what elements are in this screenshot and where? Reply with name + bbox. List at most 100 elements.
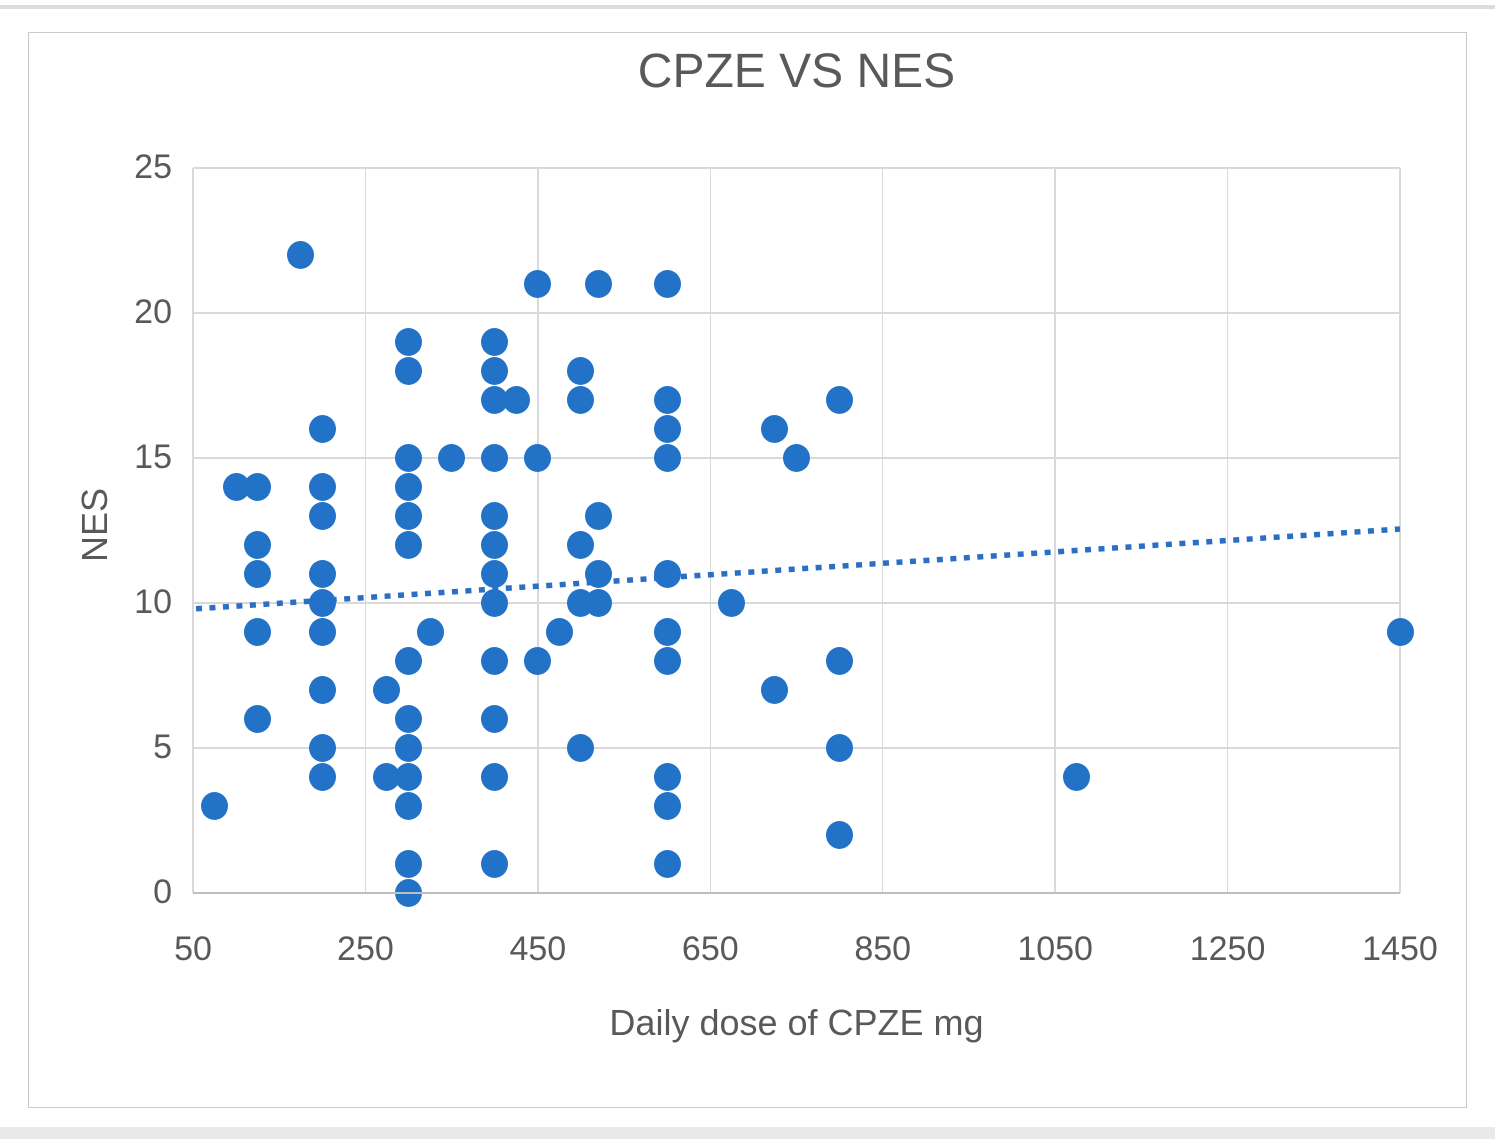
data-point xyxy=(545,618,573,646)
y-tick-label-15: 15 xyxy=(134,438,172,476)
data-point xyxy=(567,531,595,559)
data-point xyxy=(395,473,423,501)
data-point xyxy=(826,386,854,414)
data-point xyxy=(308,560,336,588)
data-point xyxy=(395,734,423,762)
data-point xyxy=(308,415,336,443)
data-point xyxy=(308,502,336,530)
data-point xyxy=(308,676,336,704)
data-point xyxy=(1386,618,1414,646)
x-tick-label-1450: 1450 xyxy=(1362,930,1438,968)
data-point xyxy=(416,618,444,646)
data-point xyxy=(653,618,681,646)
y-tick-label-20: 20 xyxy=(134,293,172,331)
y-tick-label-25: 25 xyxy=(134,148,172,186)
data-point xyxy=(244,531,272,559)
data-point xyxy=(653,386,681,414)
chart-title: CPZE VS NES xyxy=(637,45,956,98)
data-point xyxy=(395,502,423,530)
y-tick-label-10: 10 xyxy=(134,583,172,621)
x-tick-label-1250: 1250 xyxy=(1189,930,1266,968)
data-point xyxy=(481,705,509,733)
data-point xyxy=(481,444,509,472)
data-point xyxy=(653,270,681,298)
x-tick-label-1050: 1050 xyxy=(1017,930,1093,968)
data-point xyxy=(783,444,810,472)
plot-area xyxy=(192,167,1414,907)
data-point xyxy=(502,386,530,414)
data-point xyxy=(826,734,854,762)
data-point xyxy=(584,502,612,530)
data-point xyxy=(373,676,401,704)
data-point xyxy=(395,444,423,472)
data-point xyxy=(481,502,509,530)
data-point xyxy=(567,734,595,762)
x-tick-label-250: 250 xyxy=(337,930,394,968)
data-point xyxy=(481,850,509,878)
data-point xyxy=(395,647,423,675)
data-point xyxy=(481,357,509,385)
data-point xyxy=(481,531,509,559)
data-point xyxy=(826,821,854,849)
data-point xyxy=(524,647,552,675)
data-point xyxy=(653,560,681,588)
data-point xyxy=(481,647,509,675)
data-point xyxy=(761,676,789,704)
data-point xyxy=(481,763,509,791)
data-point xyxy=(718,589,746,617)
data-point xyxy=(653,792,681,820)
data-point xyxy=(395,357,423,385)
data-point xyxy=(395,531,423,559)
data-point xyxy=(584,270,612,298)
data-point xyxy=(395,763,423,791)
data-point xyxy=(244,705,272,733)
data-point xyxy=(653,850,681,878)
data-point xyxy=(567,357,595,385)
data-point xyxy=(524,444,552,472)
data-point xyxy=(481,560,509,588)
x-tick-label-650: 650 xyxy=(681,930,739,968)
data-point xyxy=(244,560,272,588)
gridline-x-650 xyxy=(709,168,712,893)
data-point xyxy=(244,618,272,646)
data-point xyxy=(653,647,681,675)
data-point xyxy=(653,444,681,472)
data-point xyxy=(584,560,612,588)
y-tick-label-5: 5 xyxy=(153,728,172,766)
y-axis-title: NES xyxy=(74,487,115,563)
data-point xyxy=(438,444,466,472)
data-point xyxy=(395,850,423,878)
data-point xyxy=(567,386,595,414)
data-point xyxy=(308,473,336,501)
gridline-y-20 xyxy=(193,312,1400,314)
data-point xyxy=(395,792,423,820)
data-point xyxy=(308,589,336,617)
data-point xyxy=(524,270,552,298)
data-point xyxy=(653,415,681,443)
x-axis-line xyxy=(193,892,1400,894)
data-point xyxy=(653,763,681,791)
gridline-x-250 xyxy=(364,168,367,893)
x-tick-label-50: 50 xyxy=(174,930,212,968)
x-tick-label-450: 450 xyxy=(509,930,567,968)
data-point xyxy=(287,241,315,269)
data-point xyxy=(201,792,229,820)
data-point xyxy=(584,589,612,617)
gridline-y-5 xyxy=(193,747,1400,749)
gridline-x-50 xyxy=(192,168,194,893)
data-point xyxy=(244,473,272,501)
gridline-x-1250 xyxy=(1226,168,1229,893)
gridline-y-25 xyxy=(193,167,1400,169)
gridline-x-1050 xyxy=(1054,168,1056,893)
data-point xyxy=(761,415,789,443)
data-point xyxy=(826,647,854,675)
window-edge-bottom xyxy=(0,1127,1495,1139)
window-edge-top xyxy=(0,5,1495,9)
data-point xyxy=(395,705,423,733)
gridline-x-450 xyxy=(537,168,539,893)
data-point xyxy=(395,328,423,356)
gridline-x-850 xyxy=(881,168,884,893)
x-axis-title: Daily dose of CPZE mg xyxy=(609,1002,984,1043)
data-point xyxy=(308,618,336,646)
